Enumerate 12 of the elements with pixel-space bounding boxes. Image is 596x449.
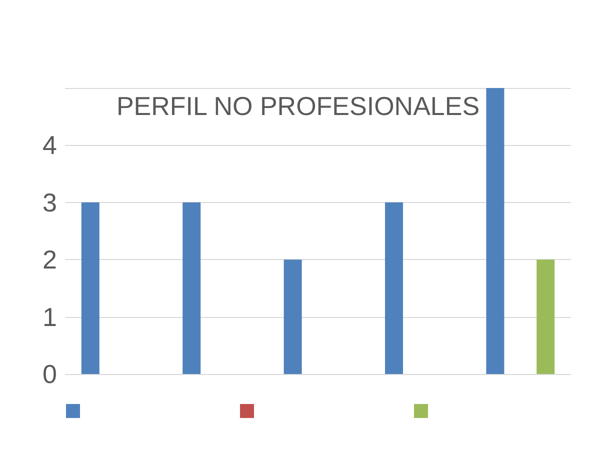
y-tick-label: 4	[42, 130, 57, 160]
bar	[486, 88, 504, 374]
chart-title: PERFIL NO PROFESIONALES	[116, 91, 480, 121]
y-tick-label: 0	[42, 359, 57, 389]
y-tick-label: 3	[42, 187, 57, 218]
bar	[536, 260, 555, 374]
bar	[182, 202, 201, 374]
bar	[81, 202, 100, 374]
y-tick-label: 1	[42, 302, 57, 332]
y-tick-label: 2	[42, 244, 57, 275]
bar	[385, 202, 403, 374]
bar	[284, 260, 302, 374]
